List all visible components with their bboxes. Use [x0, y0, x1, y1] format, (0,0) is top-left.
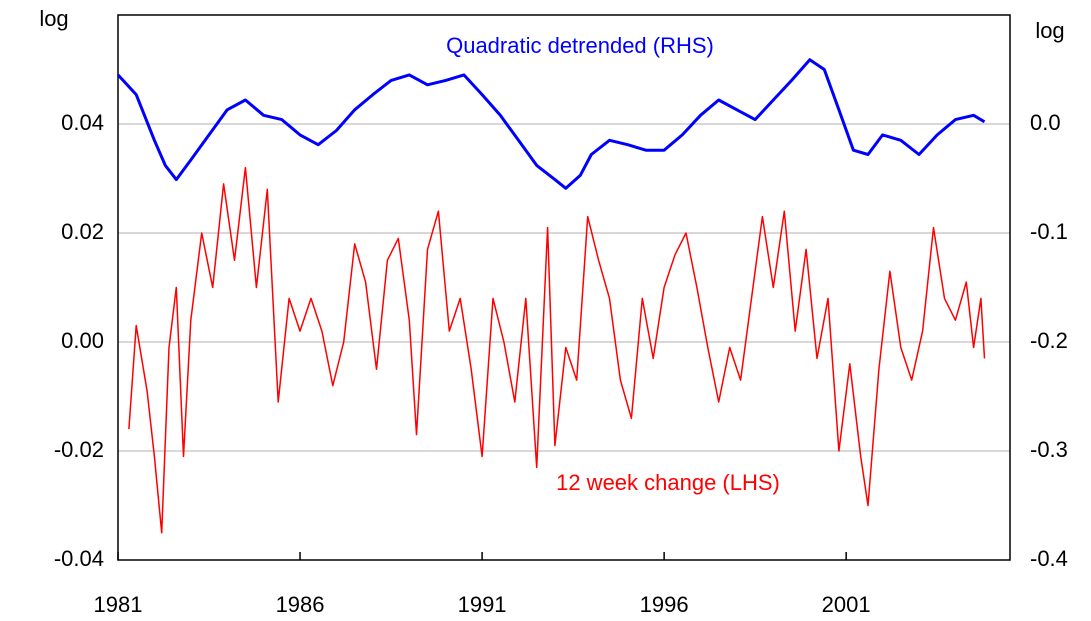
data-line	[116, 58, 986, 190]
y2-tick-label: -0.2	[1030, 328, 1068, 353]
y-tick-label: 0.04	[61, 110, 104, 135]
series-label: Quadratic detrended (RHS)	[446, 33, 714, 58]
y-axis-label: log	[39, 6, 68, 31]
x-tick-label: 1981	[94, 592, 143, 617]
y2-tick-label: -0.1	[1030, 219, 1068, 244]
series-label: 12 week change (LHS)	[556, 470, 780, 495]
y2-tick-label: -0.4	[1030, 546, 1068, 571]
y2-tick-label: -0.3	[1030, 437, 1068, 462]
y2-tick-label: 0.0	[1030, 110, 1061, 135]
y-tick-label: -0.04	[54, 546, 104, 571]
y-tick-label: 0.00	[61, 328, 104, 353]
plot-frame	[117, 14, 1011, 561]
y-tick-label: 0.02	[61, 219, 104, 244]
x-tick-label: 1986	[276, 592, 325, 617]
x-tick-label: 1996	[640, 592, 689, 617]
x-tick-label: 1991	[458, 592, 507, 617]
data-line	[128, 166, 986, 534]
x-tick-label: 2001	[822, 592, 871, 617]
y-tick-label: -0.02	[54, 437, 104, 462]
y2-axis-label: log	[1035, 18, 1064, 43]
